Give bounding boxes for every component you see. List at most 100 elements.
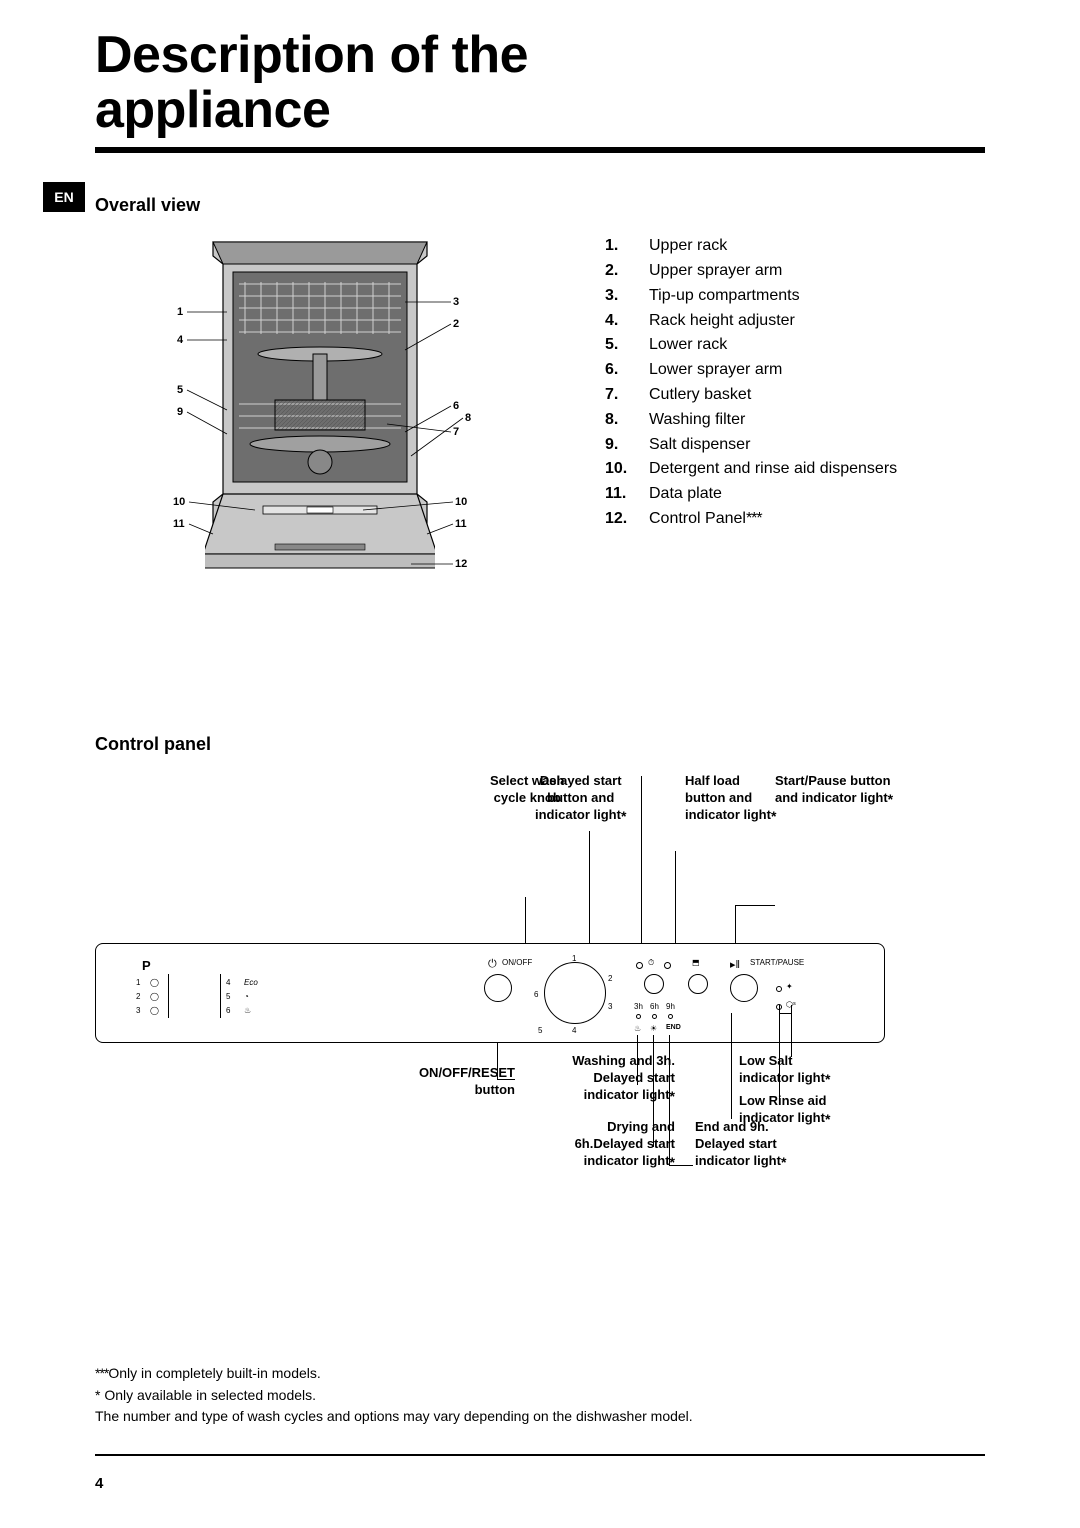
prog-icon: ◔: [244, 992, 249, 1001]
list-item: 9.Salt dispenser: [605, 433, 897, 458]
divider: [168, 974, 169, 1018]
footnote-2: * Only available in selected models.: [95, 1385, 693, 1407]
leader: [525, 897, 526, 943]
list-item: 6.Lower sprayer arm: [605, 358, 897, 383]
callout-10a: 10: [173, 496, 185, 508]
start-pause-text: START/PAUSE: [750, 958, 804, 967]
p-num-6: 6: [226, 1006, 230, 1015]
prog-icon: ◯: [150, 978, 159, 987]
on-off-text: ON/OFF: [502, 958, 532, 967]
leader: [791, 1005, 792, 1057]
appliance-diagram: 1 4 5 9 3 2 6 8 7 10 10 11 11 12: [155, 234, 495, 614]
label-half-load: Half load button and indicator light*: [685, 773, 776, 825]
power-icon: ⏻: [488, 958, 497, 971]
control-panel-figure: Delayed start button and indicator light…: [95, 773, 985, 1183]
callout-7: 7: [453, 426, 459, 438]
callout-1: 1: [177, 306, 183, 318]
play-pause-icon: ▸‖: [730, 958, 740, 971]
callout-9: 9: [177, 406, 183, 418]
control-panel-body: P 1 2 3 ◯ ◯ ◯ 4 5 6 Eco ◔ ♨ ⏻ ON/OFF 1 2…: [95, 943, 885, 1043]
delay-led: [636, 962, 643, 969]
delay-3h: 3h: [634, 1002, 643, 1011]
delay-dot: [652, 1014, 657, 1019]
rinse-led: [776, 986, 782, 992]
footnotes: ***Only in completely built-in models. *…: [95, 1363, 693, 1428]
label-drying-6h: Drying and 6h.Delayed start indicator li…: [561, 1119, 675, 1171]
page-number: 4: [95, 1475, 103, 1492]
list-item: 3.Tip-up compartments: [605, 284, 897, 309]
delay-dot: [668, 1014, 673, 1019]
footnote-3: The number and type of wash cycles and o…: [95, 1406, 693, 1428]
leader: [735, 905, 775, 906]
leader: [637, 1035, 638, 1085]
leader: [731, 1013, 732, 1119]
delay-dot: [636, 1014, 641, 1019]
wash-icon: ♨: [634, 1024, 641, 1033]
callout-5: 5: [177, 384, 183, 396]
callout-4: 4: [177, 334, 183, 346]
title-line-2: appliance: [95, 81, 330, 139]
callout-11a: 11: [173, 518, 185, 530]
knob-num: 4: [572, 1026, 576, 1035]
leader: [669, 1035, 670, 1165]
list-item: 12.Control Panel***: [605, 507, 897, 532]
knob-num: 3: [608, 1002, 612, 1011]
leader: [779, 1005, 780, 1101]
callout-2: 2: [453, 318, 459, 330]
delay-button: [644, 974, 664, 994]
label-low-salt: Low Salt indicator light*: [739, 1053, 830, 1088]
divider: [220, 974, 221, 1018]
callout-11b: 11: [455, 518, 467, 530]
leader: [641, 776, 642, 952]
rinse-icon: ✦: [786, 982, 793, 991]
prog-icon: ◯: [150, 1006, 159, 1015]
knob-num: 2: [608, 974, 612, 983]
list-item: 8.Washing filter: [605, 408, 897, 433]
list-item: 5.Lower rack: [605, 333, 897, 358]
callout-6: 6: [453, 400, 459, 412]
label-P: P: [142, 958, 151, 973]
callout-3: 3: [453, 296, 459, 308]
language-tab: EN: [43, 182, 85, 212]
callout-12: 12: [455, 558, 467, 570]
footer-rule: [95, 1454, 985, 1456]
half-load-button: [688, 974, 708, 994]
delay-led: [664, 962, 671, 969]
delay-9h: 9h: [666, 1002, 675, 1011]
half-load-icon: ⬒: [692, 958, 700, 967]
knob-num: 6: [534, 990, 538, 999]
list-item: 11.Data plate: [605, 482, 897, 507]
knob-num: 5: [538, 1026, 542, 1035]
p-num-2: 2: [136, 992, 140, 1001]
leader: [497, 1079, 515, 1080]
callout-10b: 10: [455, 496, 467, 508]
list-item: 4.Rack height adjuster: [605, 309, 897, 334]
delay-6h: 6h: [650, 1002, 659, 1011]
page-title: Description of the appliance: [95, 28, 985, 137]
prog-icon: ♨: [244, 1006, 251, 1015]
eco-label: Eco: [244, 978, 258, 987]
prog-icon: ◯: [150, 992, 159, 1001]
leader: [675, 851, 676, 951]
dry-icon: ☀: [650, 1024, 657, 1033]
leader: [779, 1013, 791, 1014]
list-item: 2.Upper sprayer arm: [605, 259, 897, 284]
leader: [669, 1165, 693, 1166]
list-item: 7.Cutlery basket: [605, 383, 897, 408]
dishwasher-svg: [205, 234, 435, 574]
label-select-knob: Select wash cycle knob: [490, 773, 564, 807]
label-washing-3h: Washing and 3h. Delayed start indicator …: [545, 1053, 675, 1105]
wash-cycle-knob: [544, 962, 606, 1024]
leader: [653, 1035, 654, 1147]
parts-list: 1.Upper rack 2.Upper sprayer arm 3.Tip-u…: [605, 234, 897, 532]
list-item: 1.Upper rack: [605, 234, 897, 259]
label-end-9h: End and 9h. Delayed start indicator ligh…: [695, 1119, 786, 1171]
leader: [497, 1043, 498, 1079]
title-line-1: Description of the: [95, 26, 528, 84]
p-num-1: 1: [136, 978, 140, 987]
knob-num: 1: [572, 954, 576, 963]
p-num-5: 5: [226, 992, 230, 1001]
label-start-pause: Start/Pause button and indicator light*: [775, 773, 893, 808]
clock-icon: ⏱: [648, 958, 654, 968]
callout-8: 8: [465, 412, 471, 424]
